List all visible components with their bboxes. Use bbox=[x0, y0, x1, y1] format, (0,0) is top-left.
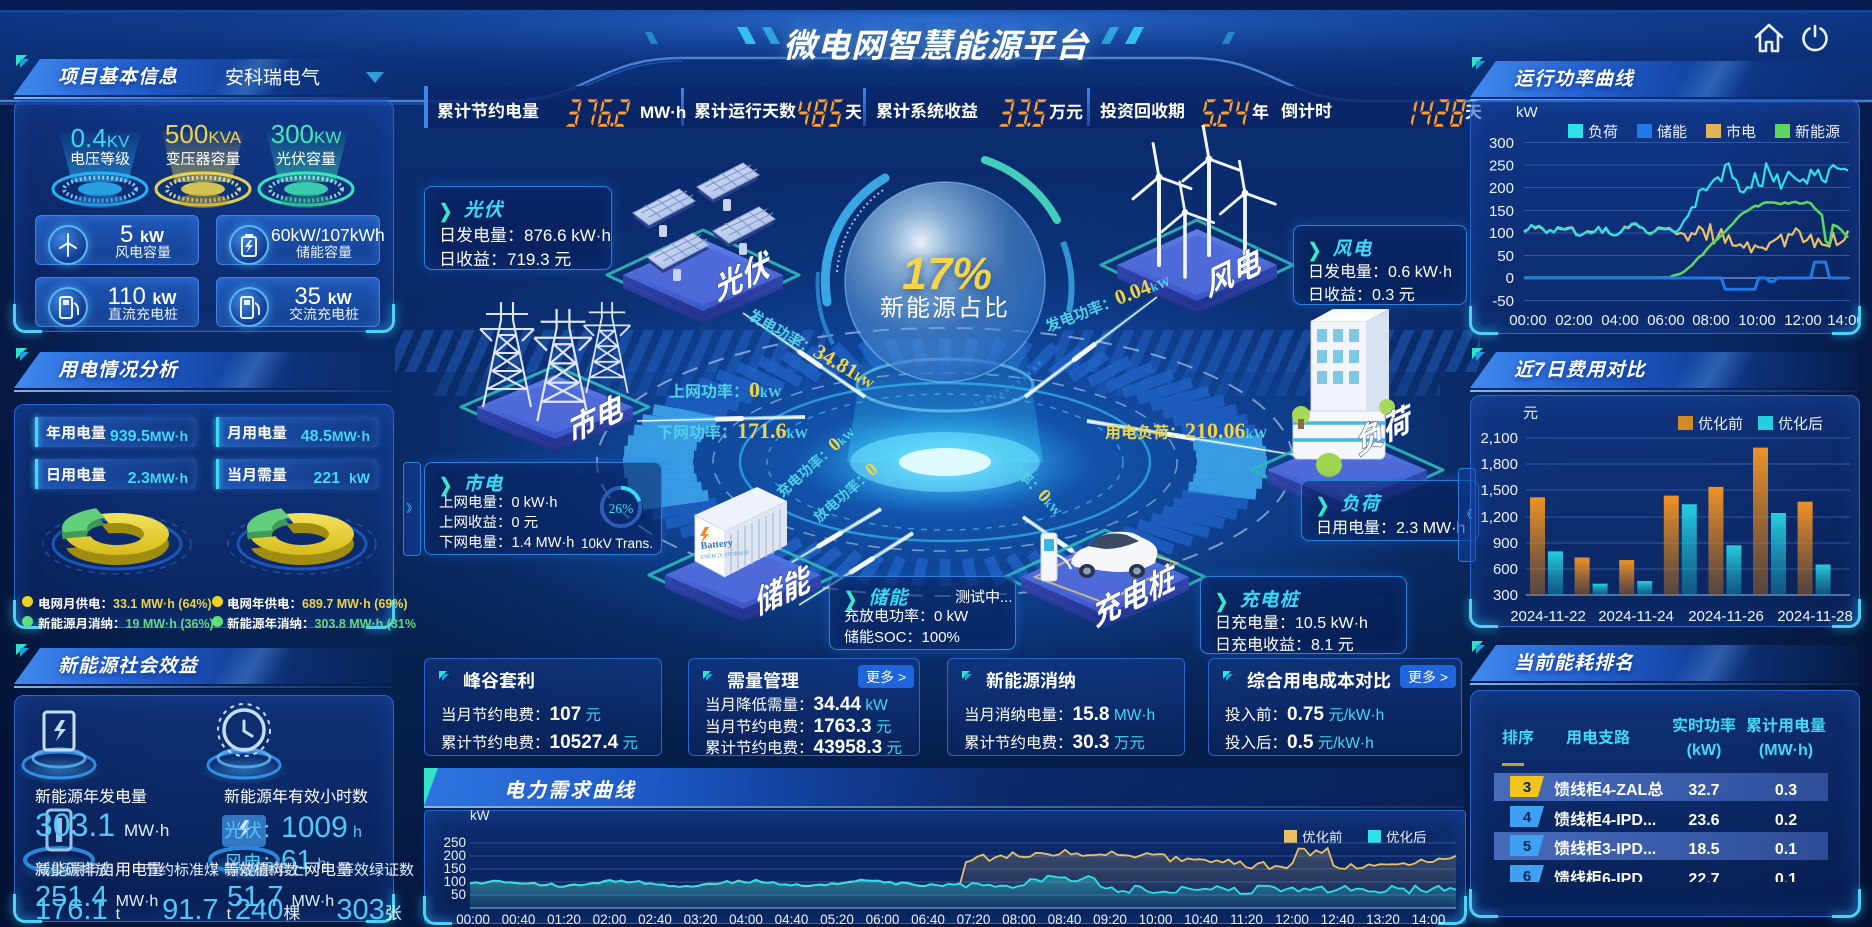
svg-text:01:20: 01:20 bbox=[547, 908, 581, 927]
svg-text:元: 元 bbox=[1523, 402, 1538, 423]
svg-text:13:20: 13:20 bbox=[1366, 908, 1400, 927]
svg-text:14:00: 14:00 bbox=[1827, 309, 1858, 330]
svg-text:0: 0 bbox=[1506, 267, 1514, 288]
svg-text:09:20: 09:20 bbox=[1093, 908, 1127, 927]
svg-text:02:00: 02:00 bbox=[1555, 309, 1593, 330]
svg-text:300: 300 bbox=[1493, 584, 1518, 605]
svg-text:Battery: Battery bbox=[700, 534, 734, 552]
svg-text:00:00: 00:00 bbox=[456, 908, 490, 927]
svg-text:用电负荷：210.06kW: 用电负荷：210.06kW bbox=[1105, 413, 1267, 445]
svg-text:12:40: 12:40 bbox=[1321, 908, 1355, 927]
svg-text:06:00: 06:00 bbox=[1647, 309, 1685, 330]
svg-text:1,200: 1,200 bbox=[1480, 506, 1518, 527]
svg-text:04:40: 04:40 bbox=[775, 908, 809, 927]
svg-text:100: 100 bbox=[443, 870, 466, 890]
svg-text:kW: kW bbox=[1516, 101, 1539, 122]
svg-text:优化前: 优化前 bbox=[1698, 413, 1743, 434]
svg-text:优化后: 优化后 bbox=[1778, 413, 1823, 434]
svg-text:10:00: 10:00 bbox=[1738, 309, 1776, 330]
svg-text:优化前: 优化前 bbox=[1302, 826, 1343, 846]
svg-text:负荷: 负荷 bbox=[1588, 121, 1618, 142]
svg-text:08:00: 08:00 bbox=[1692, 309, 1730, 330]
svg-text:02:00: 02:00 bbox=[593, 908, 627, 927]
svg-text:10:40: 10:40 bbox=[1184, 908, 1218, 927]
svg-text:08:00: 08:00 bbox=[1002, 908, 1036, 927]
svg-text:新能源: 新能源 bbox=[1795, 121, 1840, 142]
svg-text:07:20: 07:20 bbox=[957, 908, 991, 927]
svg-text:250: 250 bbox=[443, 831, 466, 851]
svg-text:50: 50 bbox=[451, 883, 466, 903]
svg-text:11:20: 11:20 bbox=[1230, 908, 1263, 927]
svg-text:市电: 市电 bbox=[1726, 121, 1756, 142]
svg-text:150: 150 bbox=[1489, 200, 1514, 221]
svg-text:2024-11-26: 2024-11-26 bbox=[1688, 605, 1764, 625]
svg-text:下网功率：171.6kW: 下网功率：171.6kW bbox=[657, 413, 808, 445]
svg-text:12:00: 12:00 bbox=[1275, 908, 1309, 927]
svg-text:-50: -50 bbox=[1492, 290, 1514, 311]
svg-text:05:20: 05:20 bbox=[820, 908, 854, 927]
svg-text:100: 100 bbox=[1489, 222, 1514, 243]
svg-text:300: 300 bbox=[1489, 132, 1514, 153]
svg-text:06:00: 06:00 bbox=[866, 908, 900, 927]
svg-text:1,800: 1,800 bbox=[1480, 453, 1518, 474]
svg-text:02:40: 02:40 bbox=[638, 908, 672, 927]
svg-text:150: 150 bbox=[443, 857, 466, 877]
svg-text:2,100: 2,100 bbox=[1480, 427, 1518, 448]
svg-text:优化后: 优化后 bbox=[1386, 826, 1427, 846]
svg-text:200: 200 bbox=[443, 844, 466, 864]
svg-text:2024-11-22: 2024-11-22 bbox=[1510, 605, 1586, 625]
svg-text:储能: 储能 bbox=[1657, 121, 1687, 142]
svg-text:00:00: 00:00 bbox=[1509, 309, 1547, 330]
svg-text:900: 900 bbox=[1493, 532, 1518, 553]
svg-text:04:00: 04:00 bbox=[1601, 309, 1639, 330]
svg-text:03:20: 03:20 bbox=[684, 908, 718, 927]
svg-text:14:00: 14:00 bbox=[1412, 908, 1446, 927]
svg-text:26%: 26% bbox=[609, 497, 634, 517]
svg-text:06:40: 06:40 bbox=[911, 908, 945, 927]
svg-text:10:00: 10:00 bbox=[1139, 908, 1173, 927]
svg-text:250: 250 bbox=[1489, 155, 1514, 176]
svg-text:1,500: 1,500 bbox=[1480, 479, 1518, 500]
svg-text:200: 200 bbox=[1489, 177, 1514, 198]
svg-text:kW: kW bbox=[470, 810, 490, 824]
svg-text:2024-11-24: 2024-11-24 bbox=[1598, 605, 1674, 625]
svg-text:12:00: 12:00 bbox=[1784, 309, 1822, 330]
svg-text:08:40: 08:40 bbox=[1048, 908, 1082, 927]
svg-text:04:00: 04:00 bbox=[729, 908, 763, 927]
svg-text:00:40: 00:40 bbox=[502, 908, 536, 927]
svg-text:50: 50 bbox=[1497, 245, 1514, 266]
svg-text:600: 600 bbox=[1493, 558, 1518, 579]
svg-text:2024-11-28: 2024-11-28 bbox=[1777, 605, 1853, 625]
